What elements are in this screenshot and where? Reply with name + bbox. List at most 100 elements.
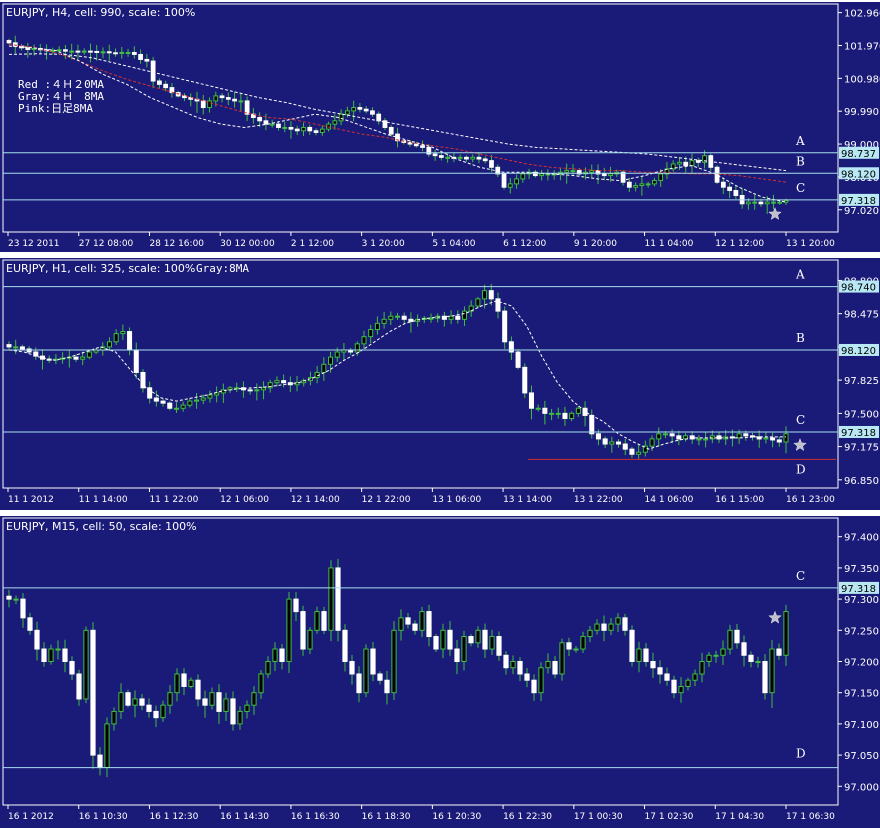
candle-body bbox=[160, 400, 166, 404]
chart-title: EURJPY, H4, cell: 990, scale: 100% bbox=[6, 6, 195, 19]
candle-body bbox=[756, 436, 762, 440]
x-tick-label: 11 1 14:00 bbox=[79, 495, 128, 505]
candle-body bbox=[461, 310, 467, 320]
candle-body bbox=[370, 110, 375, 115]
candle-body bbox=[489, 636, 495, 650]
candle-body bbox=[282, 126, 288, 129]
x-tick-label: 16 1 18:30 bbox=[362, 812, 411, 822]
candle-body bbox=[676, 435, 682, 440]
candle-body bbox=[702, 155, 707, 163]
candle-body bbox=[482, 629, 488, 650]
candle-body bbox=[608, 173, 613, 177]
candle-body bbox=[294, 382, 300, 386]
price-tag-bg bbox=[839, 167, 879, 180]
candle-body bbox=[138, 53, 143, 60]
price-tag: 98.120 bbox=[841, 346, 876, 357]
price-tag-bg bbox=[839, 193, 879, 206]
level-label: A bbox=[795, 134, 805, 148]
candle-body bbox=[569, 412, 575, 419]
candle-body bbox=[703, 438, 709, 441]
y-tick-label: 97.825 bbox=[844, 376, 879, 387]
candle-body bbox=[539, 173, 545, 177]
candle-body bbox=[182, 95, 187, 99]
candle-body bbox=[263, 120, 269, 125]
ma-legend-line: Gray:8MA bbox=[196, 262, 249, 275]
candle-body bbox=[88, 50, 93, 53]
y-tick-label: 97.175 bbox=[844, 443, 879, 454]
candle-body bbox=[294, 128, 300, 132]
candle-body bbox=[163, 83, 169, 89]
candle-body bbox=[73, 356, 79, 360]
candle-body bbox=[398, 617, 404, 631]
candle-body bbox=[448, 315, 454, 320]
candle-body bbox=[19, 346, 25, 350]
panel-separator bbox=[0, 510, 880, 516]
candle-body bbox=[133, 349, 139, 373]
candle-body bbox=[219, 95, 225, 99]
y-tick-label: 97.050 bbox=[844, 751, 879, 762]
candle-body bbox=[531, 679, 537, 694]
candle-body bbox=[173, 407, 179, 410]
candle-body bbox=[408, 318, 414, 322]
candle-body bbox=[301, 126, 306, 132]
candle-body bbox=[363, 648, 369, 694]
candle-body bbox=[748, 654, 754, 662]
chart-title: EURJPY, H1, cell: 325, scale: 100% bbox=[6, 262, 195, 275]
candle-body bbox=[428, 317, 434, 320]
candle-body bbox=[538, 667, 544, 694]
chart-title: EURJPY, M15, cell: 50, scale: 100% bbox=[6, 520, 197, 533]
candle-body bbox=[695, 160, 701, 163]
candle-body bbox=[127, 331, 133, 351]
candle-body bbox=[714, 166, 720, 183]
candle-body bbox=[160, 704, 166, 719]
candle-body bbox=[507, 183, 513, 188]
candle-body bbox=[368, 329, 374, 338]
candle-body bbox=[649, 438, 655, 447]
x-tick-label: 3 1 20:00 bbox=[362, 239, 405, 249]
candle-body bbox=[384, 679, 390, 694]
candle-body bbox=[27, 617, 33, 631]
candle-body bbox=[727, 629, 733, 650]
candle-body bbox=[153, 397, 159, 402]
candle-body bbox=[445, 156, 451, 159]
candle-body bbox=[746, 201, 751, 205]
candle-body bbox=[652, 180, 657, 185]
candle-body bbox=[376, 113, 382, 122]
candle-body bbox=[274, 380, 280, 384]
x-tick-label: 16 1 22:30 bbox=[503, 812, 552, 822]
price-tag-bg bbox=[839, 425, 879, 438]
candle-body bbox=[602, 438, 608, 445]
candle-body bbox=[622, 443, 628, 450]
candle-body bbox=[62, 648, 68, 662]
candle-body bbox=[63, 49, 68, 52]
x-tick-label: 5 1 04:00 bbox=[432, 239, 475, 249]
candle-body bbox=[181, 673, 187, 687]
y-tick-label: 97.350 bbox=[844, 564, 879, 575]
candle-body bbox=[41, 648, 47, 662]
candle-body bbox=[426, 146, 432, 155]
candle-body bbox=[97, 754, 103, 769]
candle-body bbox=[580, 636, 586, 650]
candle-body bbox=[200, 100, 206, 109]
candle-body bbox=[713, 654, 719, 657]
x-tick-label: 17 1 00:30 bbox=[574, 812, 623, 822]
candle-body bbox=[522, 366, 528, 394]
ma-legend-line: Gray:４Ｈ 8MA bbox=[18, 90, 104, 103]
candle-body bbox=[464, 156, 469, 160]
candle-body bbox=[344, 110, 350, 115]
candle-body bbox=[321, 611, 327, 631]
candle-body bbox=[125, 51, 131, 54]
candle-body bbox=[609, 441, 615, 445]
level-label: D bbox=[796, 462, 806, 476]
candle-body bbox=[286, 598, 292, 663]
candle-body bbox=[131, 51, 137, 55]
candle-body bbox=[244, 704, 250, 712]
candle-body bbox=[432, 153, 438, 157]
candle-body bbox=[261, 387, 267, 391]
candle-body bbox=[381, 318, 387, 324]
candle-body bbox=[288, 126, 294, 130]
candle-body bbox=[338, 113, 344, 122]
candle-body bbox=[769, 648, 775, 694]
candle-body bbox=[727, 186, 732, 192]
candle-body bbox=[643, 648, 649, 662]
